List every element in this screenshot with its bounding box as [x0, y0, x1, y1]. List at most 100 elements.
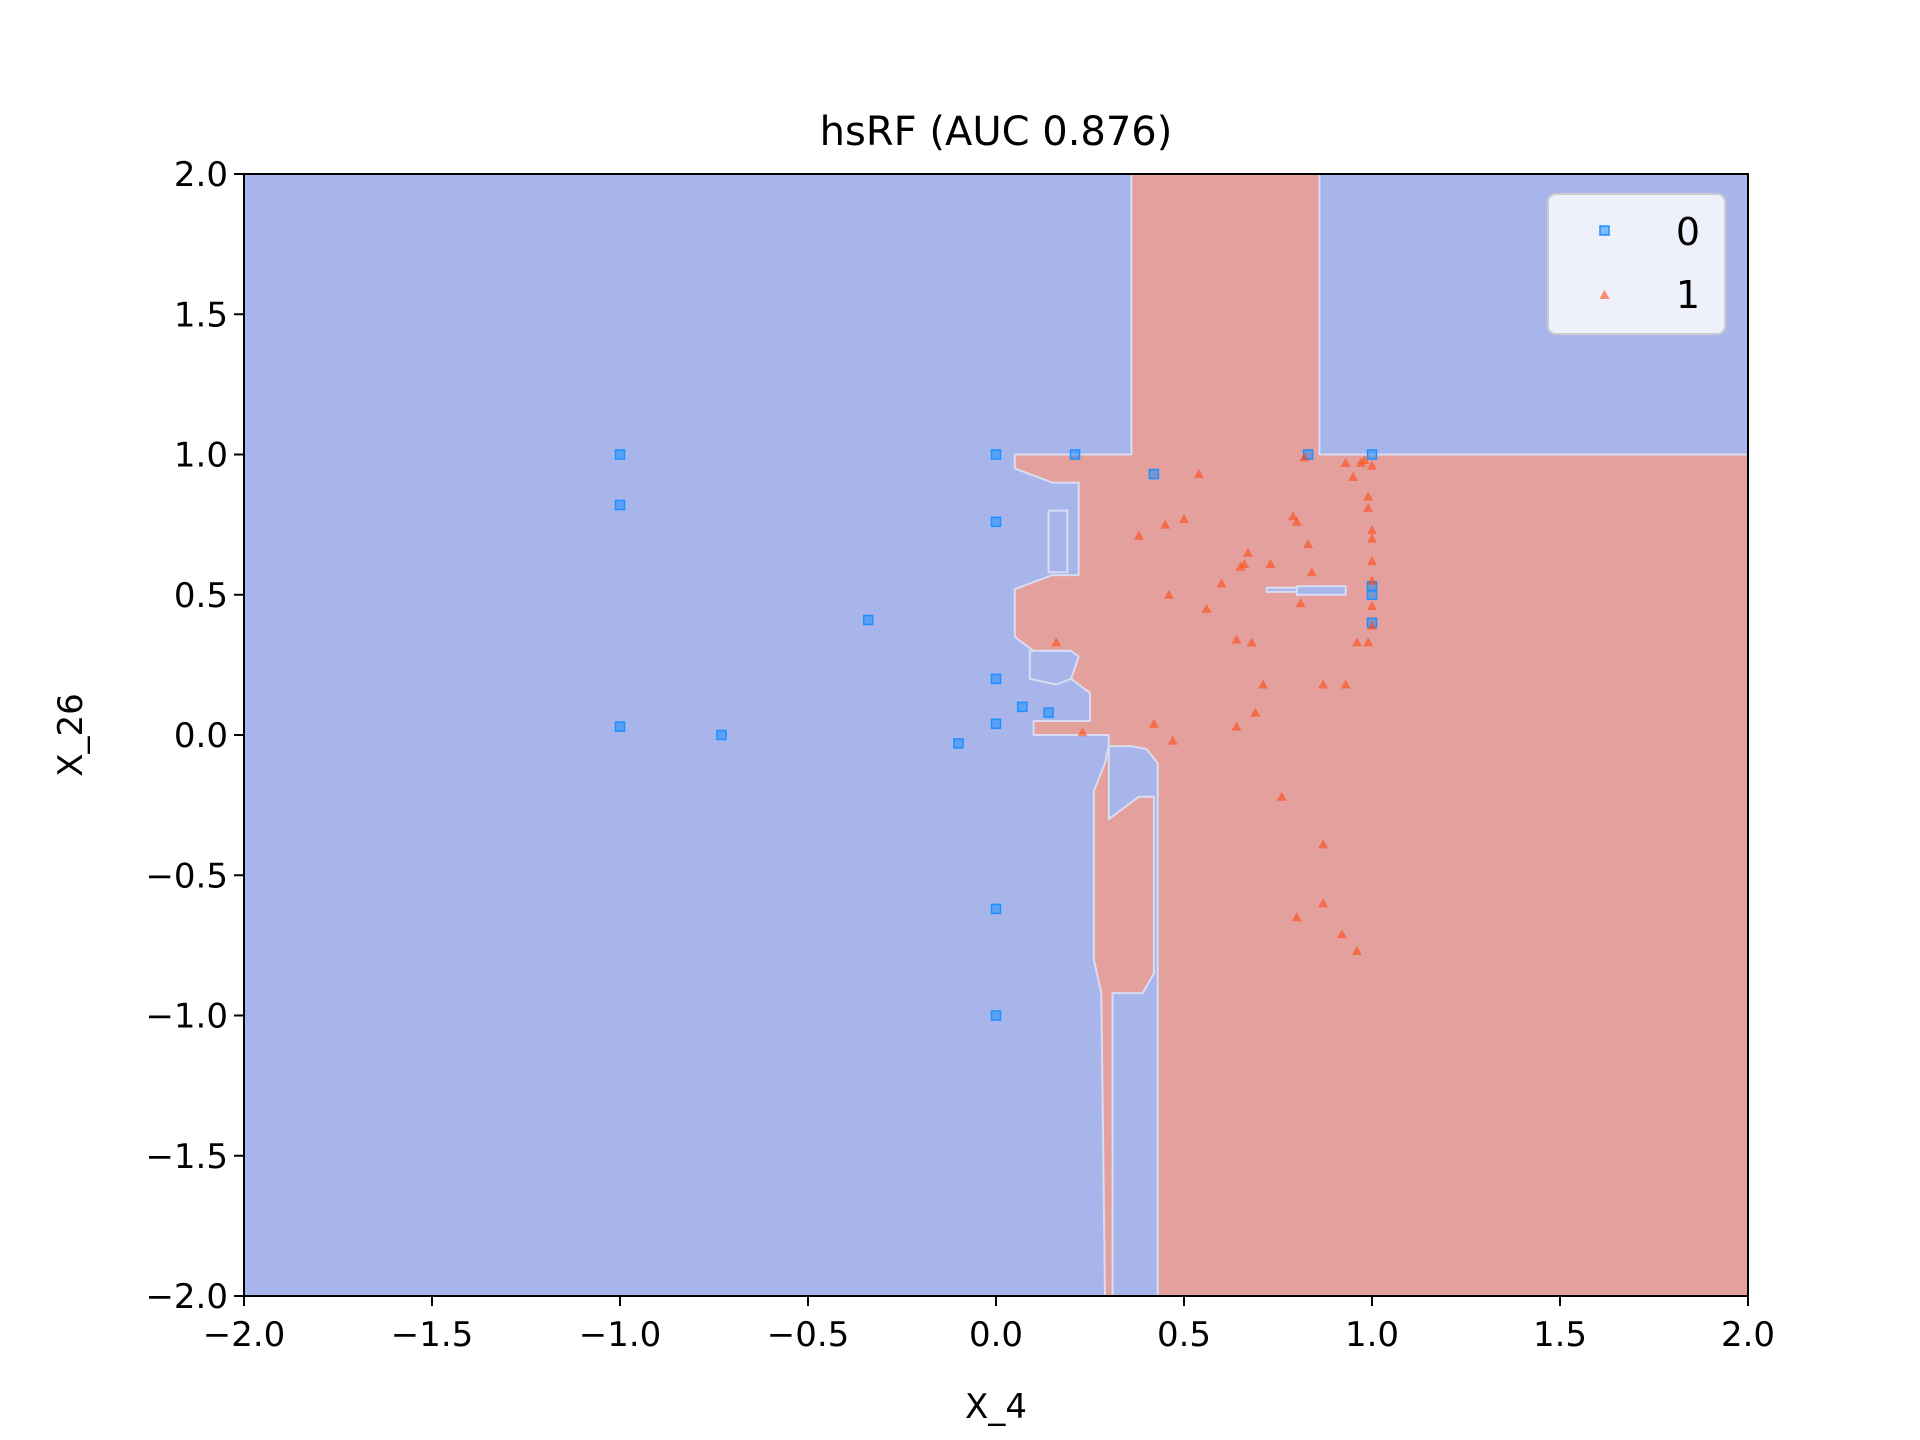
point-class-1: [1291, 516, 1302, 526]
point-class-1: [1367, 601, 1377, 610]
y-axis-label: X_26: [51, 693, 91, 777]
point-class-0: [1366, 589, 1378, 601]
region-class-0-island: [1028, 649, 1080, 686]
point-class-0: [716, 729, 727, 741]
point-class-1: [1160, 519, 1171, 529]
point-class-1: [1231, 721, 1242, 731]
x-tick-label: 0.5: [1157, 1315, 1211, 1355]
point-class-1: [1291, 912, 1302, 922]
x-tick-label: −1.0: [579, 1315, 662, 1355]
x-axis-label: X_4: [965, 1387, 1027, 1427]
point-class-0: [953, 738, 964, 749]
point-class-1: [1250, 707, 1261, 717]
point-class-1: [1367, 525, 1377, 535]
y-tick-label: −0.5: [145, 856, 228, 896]
point-class-1: [1363, 491, 1374, 501]
point-class-0: [990, 1010, 1002, 1021]
point-class-1: [1051, 637, 1062, 647]
point-class-0: [1148, 468, 1160, 480]
region-class-1: [1013, 174, 1748, 1296]
x-axis-ticks: −2.0 −1.5 −1.0 −0.5 0.0 0.5 1.0 1.5 2.0: [203, 1296, 1775, 1355]
point-class-1: [1367, 556, 1377, 566]
legend-label-class-1: 1: [1676, 273, 1700, 317]
point-class-1: [1276, 791, 1287, 801]
legend-box: [1547, 193, 1726, 335]
point-class-1: [1367, 575, 1377, 585]
point-class-0: [862, 614, 874, 626]
point-class-1: [1295, 598, 1306, 608]
point-class-1: [1258, 679, 1268, 689]
point-class-1: [1363, 502, 1374, 512]
legend-marker-class-0: [1599, 225, 1610, 236]
point-class-1: [1367, 620, 1377, 630]
point-class-1: [1352, 637, 1362, 647]
point-class-1: [1352, 946, 1362, 955]
point-class-1: [1231, 634, 1242, 644]
x-tick-label: −0.5: [767, 1315, 850, 1355]
point-class-1: [1246, 637, 1257, 647]
point-class-1: [1340, 457, 1351, 467]
point-class-1: [1194, 469, 1204, 479]
y-tick-label: 0.0: [174, 716, 228, 756]
region-class-0-island: [1047, 509, 1069, 574]
y-tick-label: −1.5: [145, 1137, 228, 1177]
x-tick-label: 1.0: [1345, 1315, 1399, 1355]
point-class-0: [614, 449, 626, 460]
x-tick-label: 1.5: [1533, 1315, 1587, 1355]
y-axis-ticks: −2.0 −1.5 −1.0 −0.5 0.0 0.5 1.0 1.5 2.0: [145, 155, 244, 1317]
point-class-1: [1306, 567, 1317, 577]
point-class-1: [1179, 514, 1189, 523]
chart-title: hsRF (AUC 0.876): [820, 109, 1173, 155]
point-class-1: [1148, 718, 1159, 728]
legend-marker-class-1: [1599, 290, 1610, 299]
point-class-1: [1363, 637, 1374, 647]
y-tick-label: −1.0: [145, 997, 228, 1037]
point-class-0: [990, 449, 1002, 460]
point-class-1: [1265, 558, 1276, 568]
point-class-1: [1359, 455, 1370, 465]
point-class-1: [1299, 452, 1310, 462]
point-class-1: [1288, 511, 1298, 521]
point-class-1: [1318, 679, 1329, 689]
point-class-0: [1017, 701, 1028, 713]
point-class-0: [990, 903, 1002, 915]
point-class-1: [1133, 530, 1144, 540]
x-tick-label: 0.0: [969, 1315, 1023, 1355]
point-class-0: [1069, 449, 1081, 460]
point-class-1: [1164, 589, 1174, 599]
point-class-1: [1367, 460, 1377, 470]
legend: 0 1: [1547, 193, 1726, 335]
x-tick-label: −2.0: [203, 1315, 286, 1355]
region-class-0-island: [1295, 585, 1347, 596]
x-tick-label: −1.5: [391, 1315, 474, 1355]
point-class-0: [614, 499, 626, 511]
point-class-1: [1348, 471, 1359, 481]
y-tick-label: −2.0: [145, 1277, 228, 1317]
point-class-0: [1366, 449, 1378, 460]
point-class-0: [990, 718, 1002, 730]
point-class-1: [1216, 578, 1227, 588]
point-class-0: [614, 721, 626, 732]
point-class-0: [990, 516, 1002, 528]
point-class-1: [1318, 839, 1329, 849]
y-tick-label: 2.0: [174, 155, 228, 195]
y-tick-label: 1.0: [174, 436, 228, 476]
x-tick-label: 2.0: [1721, 1315, 1775, 1355]
point-class-1: [1318, 898, 1329, 908]
point-class-1: [1340, 679, 1351, 689]
point-class-0: [990, 673, 1002, 685]
point-class-1: [1336, 929, 1347, 939]
point-class-1: [1201, 603, 1212, 613]
y-tick-label: 0.5: [174, 576, 228, 616]
legend-label-class-0: 0: [1676, 210, 1700, 254]
decision-regions: [244, 174, 1748, 1296]
y-tick-label: 1.5: [174, 295, 228, 335]
point-class-1: [1167, 735, 1178, 745]
point-class-0: [1043, 707, 1054, 718]
point-class-1: [1239, 558, 1250, 568]
point-class-1: [1077, 727, 1088, 737]
point-class-1: [1367, 533, 1377, 543]
scatter-points: [614, 449, 1378, 1021]
point-class-1: [1303, 539, 1314, 549]
